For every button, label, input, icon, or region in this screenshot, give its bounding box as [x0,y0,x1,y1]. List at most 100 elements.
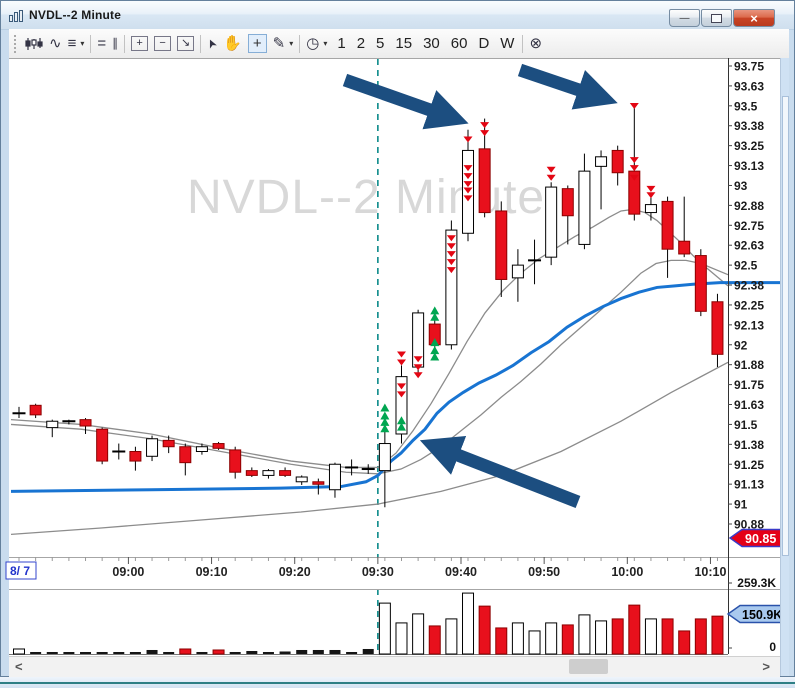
volume-pane: 259.3K 0 150.9K [13,576,780,655]
toolbar-separator [200,34,202,53]
background-window-edge [0,677,795,688]
price-axis-label: 91.75 [734,378,764,392]
time-axis-label: 09:30 [362,565,394,579]
buy-signal-triangle [380,403,390,412]
sell-signal-triangle [546,166,556,173]
titlebar[interactable]: NVDL--2 Minute — × [1,1,794,30]
time-axis-label: 09:20 [279,565,311,579]
date-label-box [5,561,37,580]
price-axis-label: 93.63 [734,79,764,93]
price-axis[interactable]: 93.75 93.63 93.5 93.38 93.25 93.13 93 92.88 92.7… [728,60,780,548]
watermark: NVDL--2 Minute [187,171,545,224]
buy-signal-triangle [396,416,406,425]
timeframe-button-2[interactable]: 2 [356,35,366,52]
vertical-scrollbar[interactable] [780,58,789,676]
annotation-arrow [342,73,469,130]
sell-signal-triangle [629,174,639,181]
zoom-fit-icon[interactable]: ↘ [177,36,195,51]
annotation-arrow [517,63,618,110]
sell-signal-triangle [396,391,406,398]
buy-signal-triangle [430,312,440,321]
price-axis-label: 91.5 [734,418,758,432]
sell-signal-triangle [463,136,473,143]
price-axis-label: 93 [734,179,748,193]
zoom-in-icon[interactable]: + [131,36,149,51]
time-axis-label: 09:50 [528,565,560,579]
area-chart-icon[interactable]: ∿ [49,35,62,52]
sell-signal-triangle [629,103,639,110]
close-chart-circle-icon[interactable]: ⊗ [529,35,543,52]
price-axis-label: 92.88 [734,199,764,213]
sell-signal-triangle [646,185,656,192]
price-axis-label: 92 [734,338,748,352]
buy-signal-triangle [430,338,440,347]
last-price-badge [728,528,780,548]
buy-signal-triangle [396,422,406,431]
annotation-arrows [342,63,618,509]
sell-signal-triangle [480,122,490,129]
buy-signal-triangle [430,306,440,315]
price-axis-label: 91.25 [734,458,764,472]
sell-signal-triangle [446,243,456,250]
sell-signal-triangle [396,359,406,366]
draw-dropdown-caret[interactable]: ▾ [289,39,294,48]
timeframe-clock-icon[interactable]: ◷ [306,35,320,52]
horizontal-line-tool-icon[interactable]: = [97,35,107,52]
volume-zero-label: 0 [769,640,776,654]
buy-signal-triangle [380,417,390,426]
sell-signal-triangle [446,235,456,242]
timeframe-dropdown-caret[interactable]: ▾ [323,39,328,48]
chart-style-icon[interactable] [25,37,43,51]
buy-signal-triangle [430,346,440,355]
scroll-right-arrow[interactable]: > [762,659,770,674]
timeframe-button-W[interactable]: W [500,35,515,52]
window-title: NVDL--2 Minute [29,8,122,22]
indicator-lines-icon[interactable]: ≡ [67,35,77,52]
close-button[interactable]: × [733,9,775,27]
horizontal-scrollbar[interactable]: < > [9,656,780,677]
timeframe-button-D[interactable]: D [478,35,490,52]
price-axis-label: 91.88 [734,358,764,372]
price-axis-label: 91.13 [734,478,764,492]
last-price-badge-text: 90.85 [745,532,776,546]
indicator-dropdown-caret[interactable]: ▾ [80,39,85,48]
price-axis-label: 93.25 [734,139,764,153]
sell-signal-triangle [413,364,423,371]
vertical-scrollbar-thumb[interactable] [782,96,789,556]
horizontal-scrollbar-thumb[interactable] [569,659,608,674]
crosshair-tool-icon[interactable]: + [247,34,267,53]
vertical-line-tool-icon[interactable]: ∥ [112,36,119,50]
sell-signal-triangle [413,356,423,363]
pan-hand-icon[interactable]: ✋ [223,35,242,52]
time-axis-label: 10:00 [611,565,643,579]
price-axis-label: 92.25 [734,298,764,312]
restore-button[interactable] [701,9,732,27]
price-axis-label: 92.75 [734,219,764,233]
toolbar: ∿ ≡ ▾ = ∥ + − ↘ ➤ ✋ + ✎ ▾ ◷ ▾ 1 2 5 15 30 60 D… [9,29,789,58]
draw-pencil-icon[interactable]: ✎ [272,35,286,52]
sell-signal-triangle [446,267,456,274]
chart-app-icon [9,9,23,22]
restore-icon [711,13,722,23]
timeframe-button-60[interactable]: 60 [450,35,468,52]
timeframe-button-1[interactable]: 1 [337,35,346,52]
zoom-out-icon[interactable]: − [154,36,172,51]
toolbar-grip[interactable] [14,34,19,53]
buy-signal-triangle [380,424,390,433]
scroll-left-arrow[interactable]: < [15,659,23,674]
chart-plot-area[interactable]: NVDL--2 Minute93.7593.6393.593.3893.2593… [1,58,780,656]
price-axis-label: 93.5 [734,99,758,113]
sell-signal-triangle [546,174,556,181]
candles [12,105,724,508]
price-axis-label: 91 [734,498,748,512]
time-axis[interactable]: 09:00 09:10 09:20 09:30 09:40 09:50 10:00 10:10… [5,557,726,580]
pointer-tool-icon[interactable]: ➤ [203,36,221,52]
timeframe-button-5[interactable]: 5 [376,35,385,52]
price-axis-label: 91.38 [734,438,764,452]
timeframe-button-15[interactable]: 15 [395,35,413,52]
timeframe-button-30[interactable]: 30 [423,35,440,52]
minimize-button[interactable]: — [669,9,700,27]
sell-signal-triangle [446,259,456,266]
time-axis-label: 09:40 [445,565,477,579]
